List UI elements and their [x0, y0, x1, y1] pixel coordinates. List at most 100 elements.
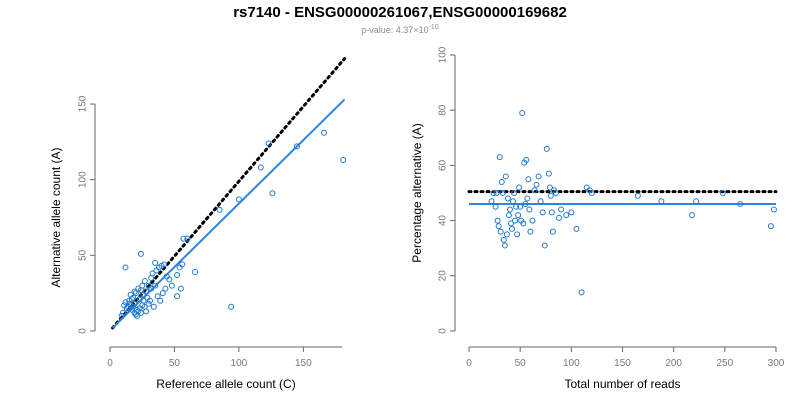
data-point: [179, 261, 186, 268]
data-point: [228, 303, 235, 310]
data-point: [152, 259, 159, 266]
data-point: [522, 201, 529, 208]
data-point: [514, 231, 521, 238]
y-axis-title: Alternative allele count (A): [49, 147, 63, 287]
chart-title: rs7140 - ENSG00000261067,ENSG00000169682: [233, 4, 567, 21]
data-point: [128, 296, 135, 303]
data-point: [168, 282, 175, 289]
data-point: [737, 201, 744, 208]
data-point: [517, 203, 524, 210]
right-scatter-plot: 0 50 100 150 200 250 300 0 20 40 60 80 100 Total numb…: [410, 46, 785, 391]
data-point: [524, 195, 531, 202]
x-tick-label: 150: [614, 358, 631, 369]
data-point: [527, 228, 534, 235]
data-point: [122, 264, 129, 271]
data-point: [150, 303, 157, 310]
data-point: [541, 242, 548, 249]
data-point: [512, 217, 519, 224]
data-point: [490, 190, 497, 196]
data-point: [216, 206, 223, 213]
data-point: [161, 261, 168, 268]
data-point: [152, 282, 159, 289]
y-tick-label: 0: [78, 328, 89, 334]
data-point: [496, 154, 503, 161]
data-point: [162, 285, 169, 292]
data-point: [548, 209, 555, 216]
data-point: [340, 156, 347, 163]
y-tick-label: 80: [438, 104, 449, 116]
data-point: [693, 198, 700, 205]
data-point: [145, 300, 152, 307]
data-point: [148, 285, 155, 292]
reference-line: [111, 57, 347, 330]
data-point: [130, 303, 137, 310]
data-point: [140, 297, 147, 304]
data-point: [136, 296, 143, 303]
x-tick-label: 200: [665, 358, 682, 369]
data-point: [498, 178, 505, 185]
data-point: [159, 290, 166, 297]
data-point: [506, 206, 513, 213]
data-point: [143, 288, 150, 295]
data-point: [583, 184, 590, 191]
y-axis-title: Percentage alternative (A): [410, 123, 424, 262]
x-tick-label: 0: [466, 358, 472, 369]
data-point: [523, 156, 530, 163]
data-point: [533, 181, 540, 188]
data-point: [488, 198, 495, 205]
data-point: [529, 217, 536, 224]
x-tick-label: 50: [169, 358, 181, 369]
data-point: [131, 288, 138, 295]
data-point: [539, 209, 546, 216]
data-point: [174, 293, 181, 300]
data-point: [549, 228, 556, 235]
data-point: [504, 195, 511, 202]
data-point: [531, 187, 538, 194]
y-tick-label: 150: [78, 95, 89, 112]
data-point: [515, 212, 522, 219]
data-point: [510, 198, 517, 205]
y-tick-label: 100: [78, 171, 89, 188]
data-point: [132, 290, 139, 297]
data-point: [492, 203, 499, 210]
data-point: [157, 297, 164, 304]
data-point: [520, 220, 527, 227]
fit-line: [111, 98, 346, 329]
data-point: [503, 231, 510, 238]
data-point: [658, 198, 665, 205]
data-point: [558, 206, 565, 213]
p-value-exponent: -10: [428, 24, 439, 31]
y-tick-label: 100: [438, 46, 449, 63]
data-point: [118, 312, 125, 319]
data-point: [137, 250, 144, 257]
y-tick-label: 40: [438, 215, 449, 227]
data-point: [497, 228, 504, 235]
data-point: [502, 173, 509, 180]
data-point: [149, 270, 156, 277]
x-tick-label: 50: [515, 358, 527, 369]
data-point: [166, 276, 173, 283]
data-point: [141, 278, 148, 285]
data-point: [119, 309, 126, 316]
data-point: [123, 305, 130, 312]
data-point: [689, 212, 696, 219]
data-point: [507, 220, 514, 227]
data-point: [556, 214, 563, 221]
data-point: [265, 140, 272, 147]
data-point: [500, 236, 507, 243]
data-point: [143, 308, 150, 315]
data-point: [578, 289, 585, 296]
data-point: [588, 190, 595, 196]
y-tick-label: 60: [438, 159, 449, 171]
data-point: [546, 184, 553, 191]
data-point: [293, 143, 300, 150]
data-point: [257, 164, 264, 171]
data-point: [770, 206, 777, 213]
data-point: [519, 109, 526, 116]
data-point: [177, 285, 184, 292]
data-point: [634, 192, 641, 199]
data-point: [269, 190, 276, 197]
p-value-text: p-value: 4.37×10: [361, 25, 429, 35]
